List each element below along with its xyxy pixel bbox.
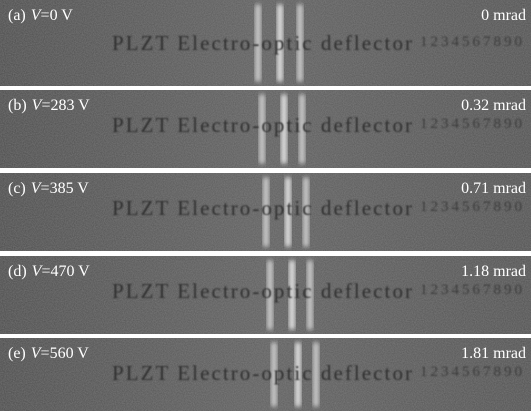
panel: PLZT Electro-optic deflector 1234567890 (a…: [0, 0, 531, 86]
panel: PLZT Electro-optic deflector 1234567890 (b…: [0, 90, 531, 168]
digits: 1234567890: [420, 282, 525, 298]
panel: PLZT Electro-optic deflector 1234567890 (e…: [0, 338, 531, 411]
panel-label: (c)V=385 V: [8, 180, 89, 197]
angle-label: 1.18 mrad: [461, 263, 526, 280]
caption: PLZT Electro-optic deflector: [112, 113, 412, 137]
angle-label: 1.81 mrad: [461, 345, 526, 362]
voltage: =385 V: [41, 180, 90, 197]
angle-label: 0 mrad: [481, 7, 526, 24]
angle-label: 0.71 mrad: [461, 180, 526, 197]
panel: PLZT Electro-optic deflector 1234567890 (d…: [0, 256, 531, 334]
angle-label: 0.32 mrad: [461, 97, 526, 114]
caption: PLZT Electro-optic deflector: [112, 361, 412, 385]
panel-tag: (b): [8, 97, 27, 114]
digits: 1234567890: [420, 364, 525, 380]
panel-label: (d)V=470 V: [8, 263, 90, 280]
voltage: =560 V: [41, 345, 90, 362]
digits: 1234567890: [420, 199, 525, 215]
panel-label: (e)V=560 V: [8, 345, 89, 362]
caption: PLZT Electro-optic deflector: [112, 196, 412, 220]
panel: PLZT Electro-optic deflector 1234567890 (c…: [0, 173, 531, 251]
voltage: =0 V: [41, 7, 74, 24]
caption: PLZT Electro-optic deflector: [112, 279, 412, 303]
figure: PLZT Electro-optic deflector 1234567890 (a…: [0, 0, 531, 411]
panel-label: (b)V=283 V: [8, 97, 90, 114]
page: {"panels": [ {"tag": "(a)", "variable": …: [0, 0, 531, 411]
panel-tag: (d): [8, 263, 27, 280]
panel-tag: (a): [8, 7, 26, 24]
panel-tag: (e): [8, 345, 26, 362]
caption: PLZT Electro-optic deflector: [112, 31, 412, 55]
panel-tag: (c): [8, 180, 26, 197]
digits: 1234567890: [420, 116, 525, 132]
panel-label: (a)V=0 V: [8, 7, 73, 24]
digits: 1234567890: [420, 34, 525, 50]
voltage: =283 V: [41, 97, 90, 114]
voltage: =470 V: [41, 263, 90, 280]
